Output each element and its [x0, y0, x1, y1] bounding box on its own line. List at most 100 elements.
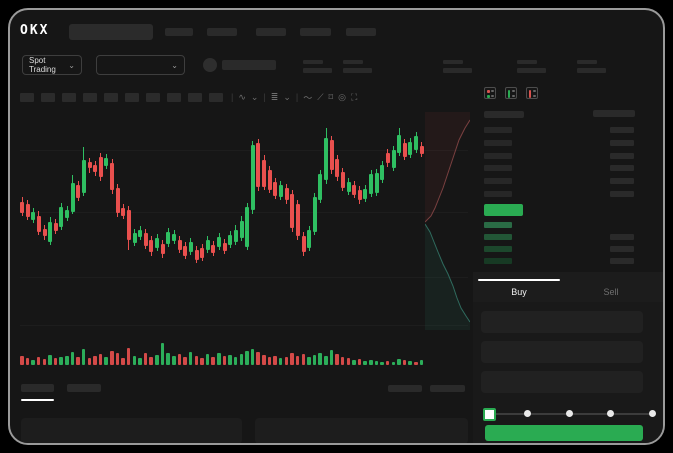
total-input[interactable]: [481, 371, 643, 393]
buy-tab-underline: [478, 279, 560, 281]
volume-bar: [121, 358, 125, 365]
volume-bar: [222, 356, 227, 365]
search-input[interactable]: [69, 24, 153, 40]
candle-body: [340, 172, 345, 188]
device-frame: OKX Spot Trading ⌄ ⌄ | ∿ ⌄ | ≣ ⌄ | 〜 ⟋ ⌑ ◎ ⛶: [8, 8, 665, 445]
candle-body: [307, 230, 312, 248]
candle-body: [177, 240, 182, 250]
nav-item[interactable]: [300, 28, 331, 36]
volume-bar: [346, 358, 351, 365]
fullscreen-icon[interactable]: ⛶: [351, 91, 358, 102]
candle-body: [172, 234, 176, 241]
volume-bar: [132, 356, 137, 365]
volume-bar: [419, 360, 424, 365]
volume-bar: [188, 352, 193, 365]
candle-type-icon[interactable]: ≣: [270, 91, 279, 102]
bottom-tab-active[interactable]: [21, 384, 54, 392]
orderbook-price-cell[interactable]: [484, 152, 512, 159]
candle-body: [222, 243, 227, 251]
volume-bar: [295, 356, 300, 365]
volume-bar: [369, 360, 373, 365]
orderbook-price-cell[interactable]: [484, 139, 512, 146]
amount-input[interactable]: [481, 341, 643, 363]
orderbook-price-cell[interactable]: [484, 191, 512, 197]
candle-body: [211, 245, 216, 253]
orderbook-price-cell[interactable]: [484, 258, 512, 264]
bottom-tab[interactable]: [67, 384, 101, 392]
volume-bar: [408, 361, 412, 365]
orderbook-price-cell[interactable]: [484, 165, 512, 172]
orderbook-price-cell[interactable]: [484, 234, 512, 240]
orderbook-view-toggles[interactable]: [484, 87, 538, 99]
volume-bar: [81, 349, 86, 365]
chevron-down-icon: ⌄: [68, 60, 75, 70]
slider-stop[interactable]: [607, 410, 615, 417]
buy-submit-button[interactable]: [485, 425, 643, 441]
pair-selector[interactable]: ⌄: [96, 55, 185, 75]
orderbook-price-cell[interactable]: [484, 178, 512, 185]
volume-bar: [87, 358, 92, 365]
candlestick-chart[interactable]: [10, 10, 663, 443]
orderbook-price-cell[interactable]: [484, 127, 512, 133]
volume-bar: [324, 356, 328, 365]
ticker-stat: [303, 60, 332, 73]
nav-item[interactable]: [165, 28, 193, 36]
orderbook-combined-icon[interactable]: [484, 87, 496, 99]
chevron-down-icon[interactable]: ⌄: [250, 91, 259, 102]
orderbook-price-cell[interactable]: [484, 246, 512, 252]
orderbook-size-cell: [610, 178, 634, 185]
candle-body: [76, 185, 81, 198]
line-tool-icon[interactable]: 〜: [303, 92, 313, 103]
candle-body: [87, 162, 92, 168]
candle-body: [155, 238, 160, 248]
orderbook-header-right: [593, 110, 635, 117]
candle-body: [31, 212, 36, 220]
orderbook-price-cell[interactable]: [484, 222, 512, 228]
price-input[interactable]: [481, 311, 643, 333]
volume-bar: [402, 360, 407, 365]
separator: |: [231, 92, 234, 102]
ticker-stat: [577, 60, 606, 73]
volume-bar: [98, 354, 103, 365]
volume-bar: [278, 358, 283, 365]
candle-body: [115, 188, 120, 213]
slider-stop[interactable]: [649, 410, 656, 417]
draw-tool-icon[interactable]: ⟋: [317, 91, 324, 102]
volume-bar: [211, 357, 215, 365]
bottom-action[interactable]: [430, 385, 465, 392]
volume-bar: [250, 349, 255, 365]
chevron-down-icon[interactable]: ⌄: [283, 91, 291, 102]
candle-body: [295, 204, 300, 236]
candle-body: [194, 250, 199, 260]
candle-body: [126, 210, 131, 240]
volume-bar: [155, 355, 159, 365]
trade-tab-bar: [473, 272, 663, 302]
volume-bar: [65, 356, 69, 365]
volume-bar: [228, 355, 232, 365]
tab-sell[interactable]: Sell: [603, 287, 619, 297]
volume-bar: [363, 361, 367, 365]
volume-bar: [205, 354, 210, 365]
indicator-zigzag-icon[interactable]: ∿: [238, 91, 246, 102]
depth-overlay: [425, 112, 470, 330]
orderbook-bids-icon[interactable]: [505, 87, 517, 99]
orderbook-asks-icon[interactable]: [526, 87, 538, 99]
nav-item[interactable]: [207, 28, 237, 36]
nav-item[interactable]: [256, 28, 286, 36]
tab-buy[interactable]: Buy: [511, 287, 527, 297]
bottom-action[interactable]: [388, 385, 422, 392]
orders-panel-placeholder: [255, 418, 468, 443]
slider-stop[interactable]: [565, 410, 573, 417]
ticker-stat: [443, 60, 472, 73]
chart-gridline: [20, 277, 468, 278]
slider-handle[interactable]: [483, 408, 496, 421]
target-icon[interactable]: ◎: [338, 91, 347, 102]
nav-item[interactable]: [346, 28, 376, 36]
candle-body: [363, 189, 368, 199]
camera-icon[interactable]: ⌑: [328, 91, 334, 102]
timeframe-buttons[interactable]: [20, 93, 223, 102]
candle-body: [352, 185, 357, 195]
market-type-selector[interactable]: Spot Trading ⌄: [22, 55, 82, 75]
slider-stop[interactable]: [523, 410, 531, 417]
volume-bar: [301, 354, 305, 365]
